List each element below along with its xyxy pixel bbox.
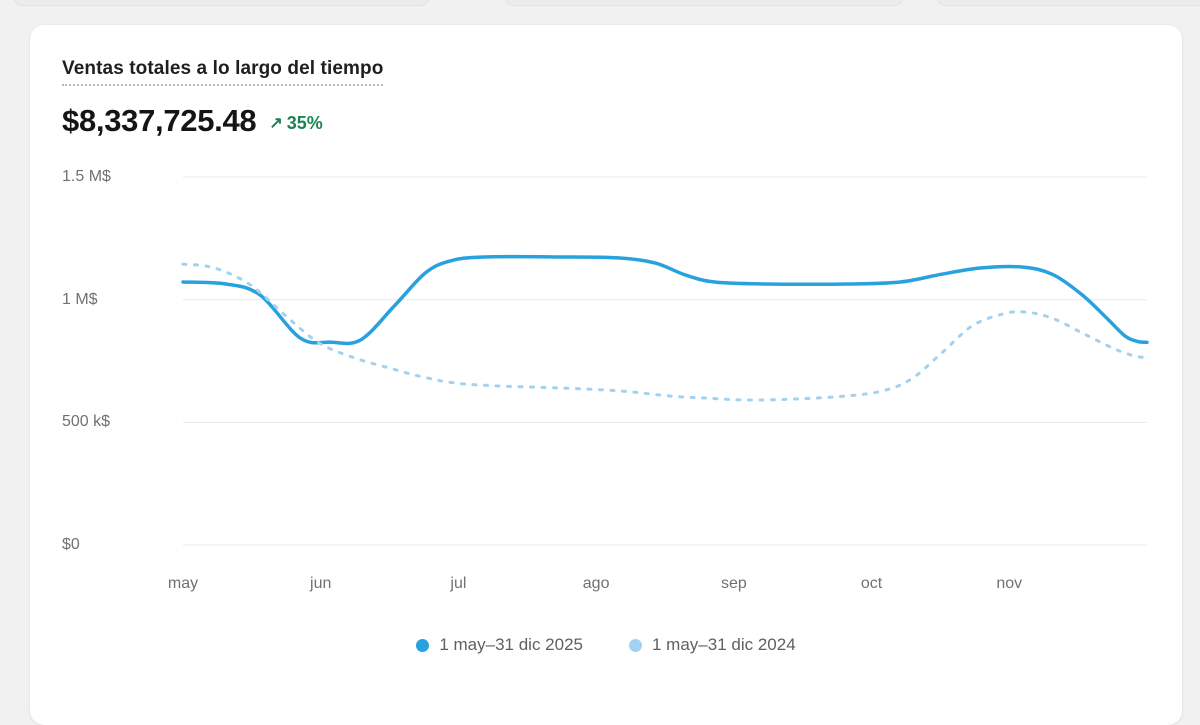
- legend-dot-2025-icon: [416, 638, 430, 652]
- series-line-current-period[interactable]: [181, 254, 1149, 346]
- legend-label-2024: 1 may–31 dic 2024: [652, 635, 796, 654]
- legend-label-2025: 1 may–31 dic 2025: [439, 635, 583, 654]
- top-edge-element: [14, 0, 429, 6]
- top-edge-element: [937, 0, 1200, 6]
- y-axis-tick-label: 1.5 M$: [62, 168, 111, 185]
- legend-item-2024[interactable]: 1 may–31 dic 2024: [629, 635, 796, 655]
- x-axis-tick-label: oct: [860, 575, 883, 592]
- total-sales-value: $8,337,725.48: [62, 103, 257, 138]
- trend-up-arrow-icon: ↗: [269, 115, 283, 132]
- x-axis-tick-label: sep: [720, 575, 747, 592]
- x-axis-tick-label: nov: [996, 575, 1023, 592]
- legend-item-2025[interactable]: 1 may–31 dic 2025: [416, 635, 583, 655]
- x-axis-tick-label: may: [167, 575, 199, 592]
- y-axis-tick-label: 1 M$: [62, 290, 98, 308]
- x-axis-tick-label: jul: [450, 575, 467, 592]
- chart-legend: 1 may–31 dic 2025 1 may–31 dic 2024: [30, 635, 1182, 655]
- delta-badge: ↗ 35%: [269, 113, 322, 134]
- series-line-previous-period[interactable]: [181, 262, 1149, 402]
- chart-title[interactable]: Ventas totales a lo largo del tiempo: [62, 58, 384, 86]
- total-value-row: $8,337,725.48 ↗ 35%: [62, 103, 323, 139]
- x-axis-tick-label: ago: [582, 575, 610, 592]
- y-axis-tick-label: $0: [62, 536, 80, 553]
- delta-percent: 35%: [286, 112, 323, 133]
- y-axis-tick-label: 500 k$: [62, 413, 111, 431]
- x-axis-tick-label: jun: [310, 575, 332, 592]
- top-edge-element: [505, 0, 903, 6]
- sales-over-time-card: Ventas totales a lo largo del tiempo $8,…: [30, 25, 1182, 725]
- legend-dot-2024-icon: [629, 638, 642, 652]
